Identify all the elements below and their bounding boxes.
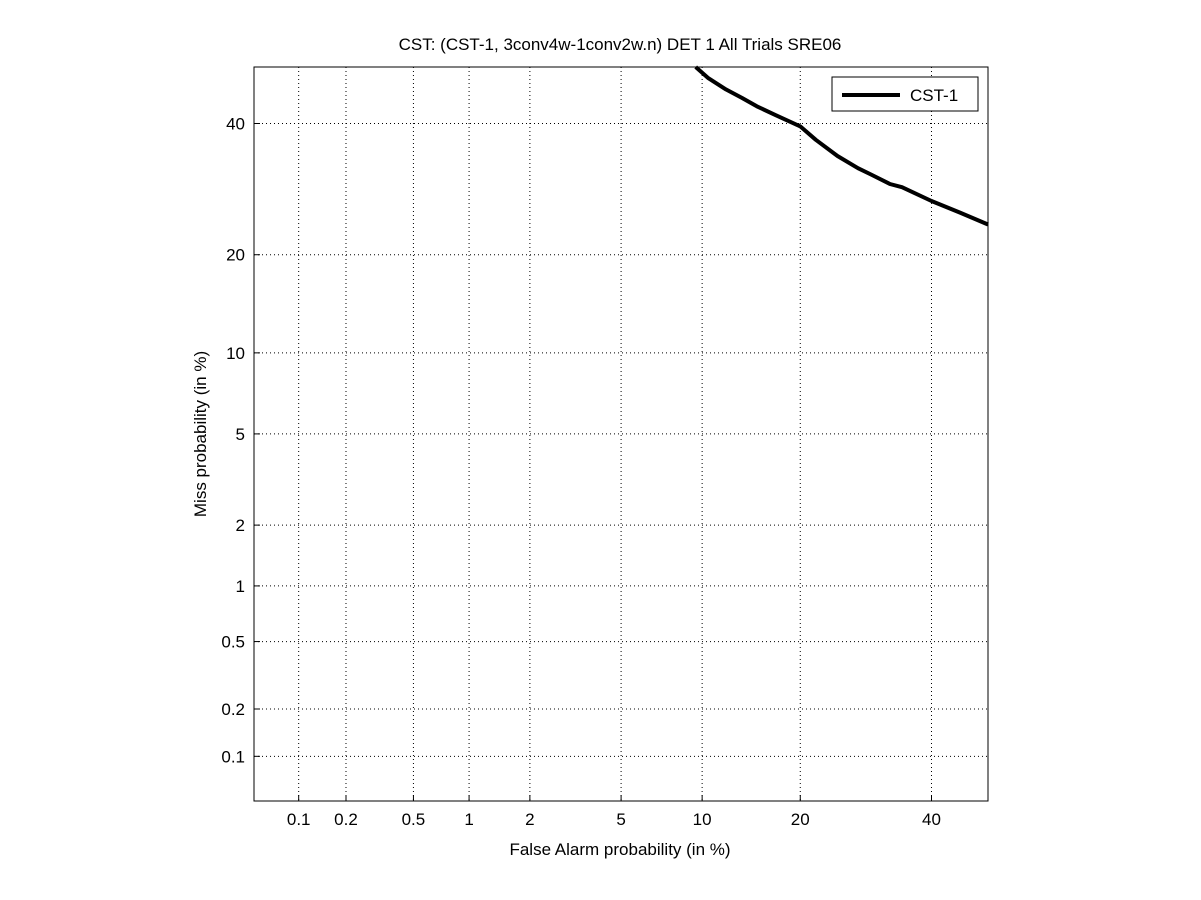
x-tick-label: 5	[616, 810, 625, 829]
y-tick-label: 0.5	[221, 633, 245, 652]
y-tick-label: 0.1	[221, 747, 245, 766]
x-tick-label: 10	[693, 810, 712, 829]
x-tick-label: 40	[922, 810, 941, 829]
y-tick-label: 20	[226, 246, 245, 265]
x-tick-label: 2	[525, 810, 534, 829]
series-layer	[694, 65, 989, 227]
y-tick-label: 0.2	[221, 700, 245, 719]
x-tick-label: 0.5	[402, 810, 426, 829]
y-tick-label: 5	[236, 425, 245, 444]
y-tick-label: 2	[236, 516, 245, 535]
y-tick-label: 10	[226, 344, 245, 363]
y-axis-label: Miss probability (in %)	[191, 351, 210, 517]
y-tick-labels: 0.1 0.2 0.5 1 2 5 10 20 40	[221, 115, 245, 767]
y-tick-label: 1	[236, 577, 245, 596]
legend: CST-1	[831, 76, 979, 112]
x-tick-label: 0.2	[334, 810, 358, 829]
grid-lines	[254, 67, 988, 801]
plot-frame	[253, 66, 989, 802]
chart-title: CST: (CST-1, 3conv4w-1conv2w.n) DET 1 Al…	[399, 35, 842, 54]
x-tick-label: 20	[791, 810, 810, 829]
x-tick-label: 0.1	[287, 810, 311, 829]
x-tick-label: 1	[464, 810, 473, 829]
x-tick-labels: 0.1 0.2 0.5 1 2 5 10 20 40	[287, 810, 941, 829]
legend-label-cst-1: CST-1	[910, 86, 958, 105]
x-axis-label: False Alarm probability (in %)	[509, 840, 730, 859]
y-tick-label: 40	[226, 115, 245, 134]
series-line-cst-1	[694, 65, 989, 227]
